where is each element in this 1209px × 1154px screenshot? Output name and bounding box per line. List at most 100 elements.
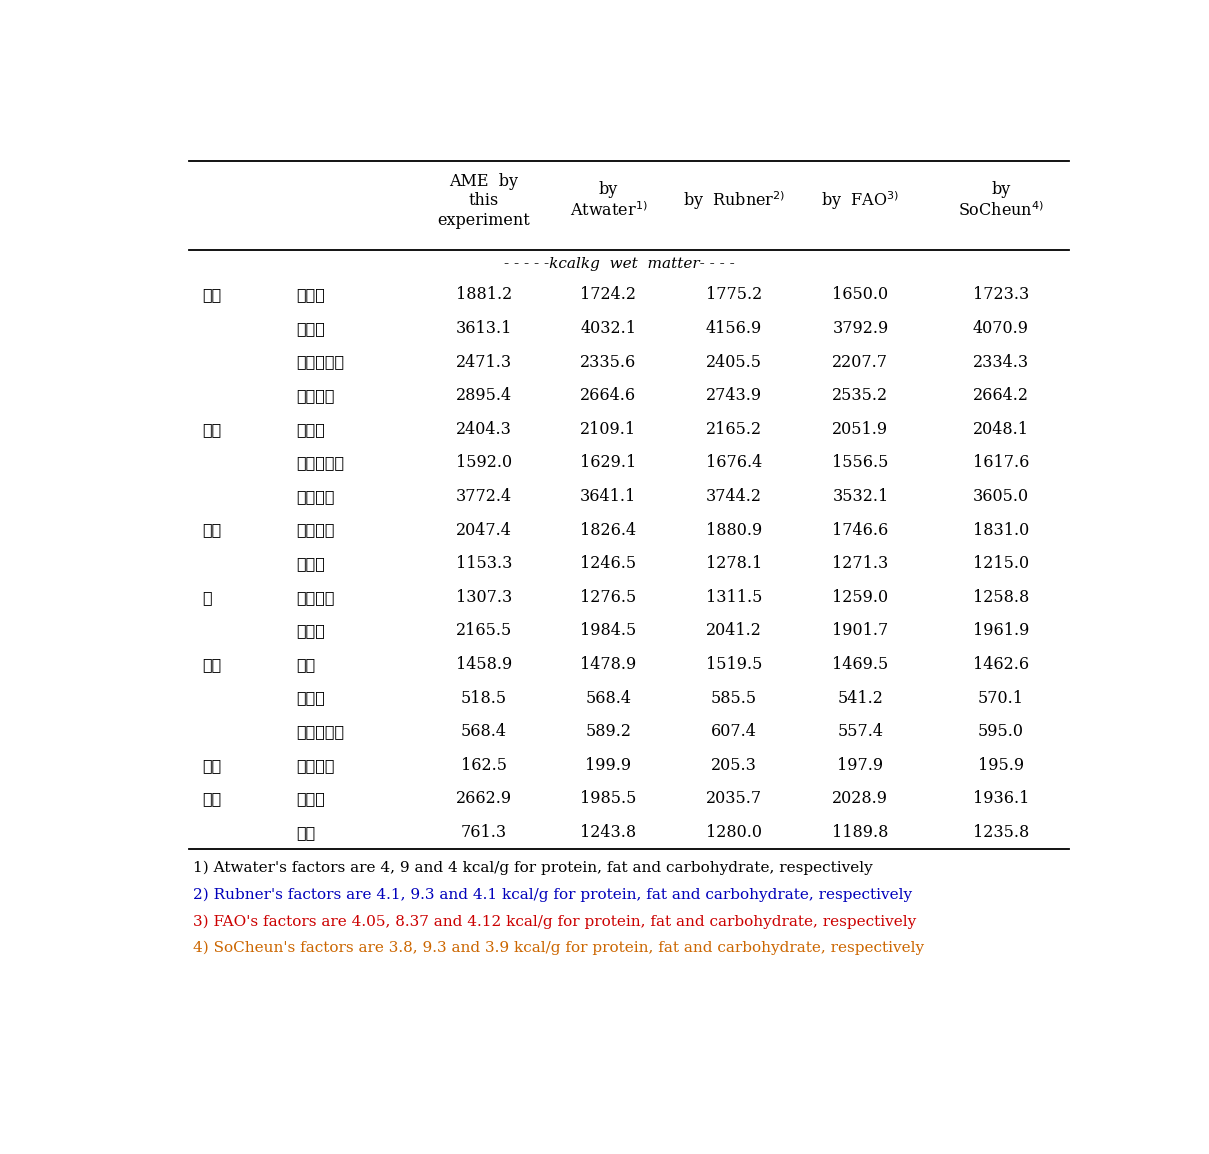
Text: 1724.2: 1724.2 bbox=[580, 286, 636, 304]
Text: 607.4: 607.4 bbox=[711, 724, 757, 740]
Text: 1617.6: 1617.6 bbox=[973, 455, 1029, 471]
Text: 1519.5: 1519.5 bbox=[706, 655, 762, 673]
Text: by
Atwater$^{1)}$: by Atwater$^{1)}$ bbox=[569, 181, 647, 220]
Text: 2109.1: 2109.1 bbox=[580, 421, 636, 437]
Text: 4) SoCheun's factors are 3.8, 9.3 and 3.9 kcal/g for protein, fat and carbohydra: 4) SoCheun's factors are 3.8, 9.3 and 3.… bbox=[193, 941, 925, 956]
Text: 2334.3: 2334.3 bbox=[973, 353, 1029, 370]
Text: 콩나물: 콩나물 bbox=[296, 690, 325, 706]
Text: 2035.7: 2035.7 bbox=[706, 790, 762, 808]
Text: 전: 전 bbox=[203, 589, 213, 606]
Text: 3641.1: 3641.1 bbox=[580, 488, 636, 505]
Text: 205.3: 205.3 bbox=[711, 757, 757, 774]
Text: 2335.6: 2335.6 bbox=[580, 353, 636, 370]
Text: by  FAO$^{3)}$: by FAO$^{3)}$ bbox=[821, 189, 899, 212]
Text: 585.5: 585.5 bbox=[711, 690, 757, 706]
Text: 4032.1: 4032.1 bbox=[580, 320, 636, 337]
Text: 4070.9: 4070.9 bbox=[973, 320, 1029, 337]
Text: 김치: 김치 bbox=[203, 757, 222, 774]
Text: 1189.8: 1189.8 bbox=[832, 824, 889, 841]
Text: 시금치나물: 시금치나물 bbox=[296, 724, 345, 740]
Text: 갈치구이: 갈치구이 bbox=[296, 387, 335, 404]
Text: 3) FAO's factors are 4.05, 8.37 and 4.12 kcal/g for protein, fat and carbohydrat: 3) FAO's factors are 4.05, 8.37 and 4.12… bbox=[193, 914, 916, 929]
Text: 1592.0: 1592.0 bbox=[456, 455, 511, 471]
Text: 2535.2: 2535.2 bbox=[832, 387, 889, 404]
Text: 2047.4: 2047.4 bbox=[456, 522, 511, 539]
Text: 2895.4: 2895.4 bbox=[456, 387, 511, 404]
Text: 불고기: 불고기 bbox=[296, 286, 325, 304]
Text: 1235.8: 1235.8 bbox=[973, 824, 1029, 841]
Text: by  Rubner$^{2)}$: by Rubner$^{2)}$ bbox=[683, 189, 785, 212]
Text: 1676.4: 1676.4 bbox=[706, 455, 762, 471]
Text: 1280.0: 1280.0 bbox=[706, 824, 762, 841]
Text: 761.3: 761.3 bbox=[461, 824, 507, 841]
Text: 595.0: 595.0 bbox=[978, 724, 1024, 740]
Text: - - - - -kcalkg  wet  matter- - - -: - - - - -kcalkg wet matter- - - - bbox=[504, 257, 735, 271]
Text: AME  by
this
experiment: AME by this experiment bbox=[438, 173, 530, 228]
Text: 1243.8: 1243.8 bbox=[580, 824, 636, 841]
Text: 3532.1: 3532.1 bbox=[832, 488, 889, 505]
Text: 4156.9: 4156.9 bbox=[706, 320, 762, 337]
Text: 해물파전: 해물파전 bbox=[296, 589, 335, 606]
Text: 2405.5: 2405.5 bbox=[706, 353, 762, 370]
Text: 2471.3: 2471.3 bbox=[456, 353, 511, 370]
Text: 삼겹살: 삼겹살 bbox=[296, 320, 325, 337]
Text: 된장: 된장 bbox=[296, 824, 316, 841]
Text: 195.9: 195.9 bbox=[978, 757, 1024, 774]
Text: 1215.0: 1215.0 bbox=[973, 555, 1029, 572]
Text: 2662.9: 2662.9 bbox=[456, 790, 511, 808]
Text: 떡븶이: 떡븶이 bbox=[296, 555, 325, 572]
Text: 1276.5: 1276.5 bbox=[580, 589, 636, 606]
Text: 1650.0: 1650.0 bbox=[832, 286, 889, 304]
Text: 518.5: 518.5 bbox=[461, 690, 507, 706]
Text: 구이: 구이 bbox=[203, 286, 222, 304]
Text: 3744.2: 3744.2 bbox=[706, 488, 762, 505]
Text: 2051.9: 2051.9 bbox=[832, 421, 889, 437]
Text: 1259.0: 1259.0 bbox=[832, 589, 889, 606]
Text: 장조림: 장조림 bbox=[296, 421, 325, 437]
Text: 잡체: 잡체 bbox=[296, 655, 316, 673]
Text: 589.2: 589.2 bbox=[585, 724, 631, 740]
Text: 장류: 장류 bbox=[203, 790, 222, 808]
Text: 2) Rubner's factors are 4.1, 9.3 and 4.1 kcal/g for protein, fat and carbohydrat: 2) Rubner's factors are 4.1, 9.3 and 4.1… bbox=[193, 887, 913, 902]
Text: by
SoCheun$^{4)}$: by SoCheun$^{4)}$ bbox=[958, 181, 1043, 220]
Text: 2028.9: 2028.9 bbox=[833, 790, 889, 808]
Text: 멸치조림: 멸치조림 bbox=[296, 488, 335, 505]
Text: 2048.1: 2048.1 bbox=[973, 421, 1029, 437]
Text: 고추장: 고추장 bbox=[296, 790, 325, 808]
Text: 1901.7: 1901.7 bbox=[832, 622, 889, 639]
Text: 557.4: 557.4 bbox=[838, 724, 884, 740]
Text: 1311.5: 1311.5 bbox=[706, 589, 762, 606]
Text: 1831.0: 1831.0 bbox=[973, 522, 1029, 539]
Text: 2207.7: 2207.7 bbox=[833, 353, 889, 370]
Text: 199.9: 199.9 bbox=[585, 757, 631, 774]
Text: 1462.6: 1462.6 bbox=[973, 655, 1029, 673]
Text: 2165.2: 2165.2 bbox=[706, 421, 762, 437]
Text: 숙체: 숙체 bbox=[203, 655, 222, 673]
Text: 1478.9: 1478.9 bbox=[580, 655, 636, 673]
Text: 1556.5: 1556.5 bbox=[832, 455, 889, 471]
Text: 162.5: 162.5 bbox=[461, 757, 507, 774]
Text: 조림: 조림 bbox=[203, 421, 222, 437]
Text: 1278.1: 1278.1 bbox=[706, 555, 762, 572]
Text: 1258.8: 1258.8 bbox=[973, 589, 1029, 606]
Text: 2664.2: 2664.2 bbox=[973, 387, 1029, 404]
Text: 1307.3: 1307.3 bbox=[456, 589, 511, 606]
Text: 제육븶음: 제육븶음 bbox=[296, 522, 335, 539]
Text: 1880.9: 1880.9 bbox=[706, 522, 762, 539]
Text: 1) Atwater's factors are 4, 9 and 4 kcal/g for protein, fat and carbohydrate, re: 1) Atwater's factors are 4, 9 and 4 kcal… bbox=[193, 861, 873, 875]
Text: 2404.3: 2404.3 bbox=[456, 421, 511, 437]
Text: 1775.2: 1775.2 bbox=[706, 286, 762, 304]
Text: 1936.1: 1936.1 bbox=[973, 790, 1029, 808]
Text: 1826.4: 1826.4 bbox=[580, 522, 636, 539]
Text: 1458.9: 1458.9 bbox=[456, 655, 511, 673]
Text: 568.4: 568.4 bbox=[585, 690, 631, 706]
Text: 197.9: 197.9 bbox=[838, 757, 884, 774]
Text: 1153.3: 1153.3 bbox=[456, 555, 511, 572]
Text: 고등어구이: 고등어구이 bbox=[296, 353, 345, 370]
Text: 1469.5: 1469.5 bbox=[832, 655, 889, 673]
Text: 3613.1: 3613.1 bbox=[456, 320, 511, 337]
Text: 1746.6: 1746.6 bbox=[832, 522, 889, 539]
Text: 1723.3: 1723.3 bbox=[973, 286, 1029, 304]
Text: 2743.9: 2743.9 bbox=[706, 387, 762, 404]
Text: 3605.0: 3605.0 bbox=[973, 488, 1029, 505]
